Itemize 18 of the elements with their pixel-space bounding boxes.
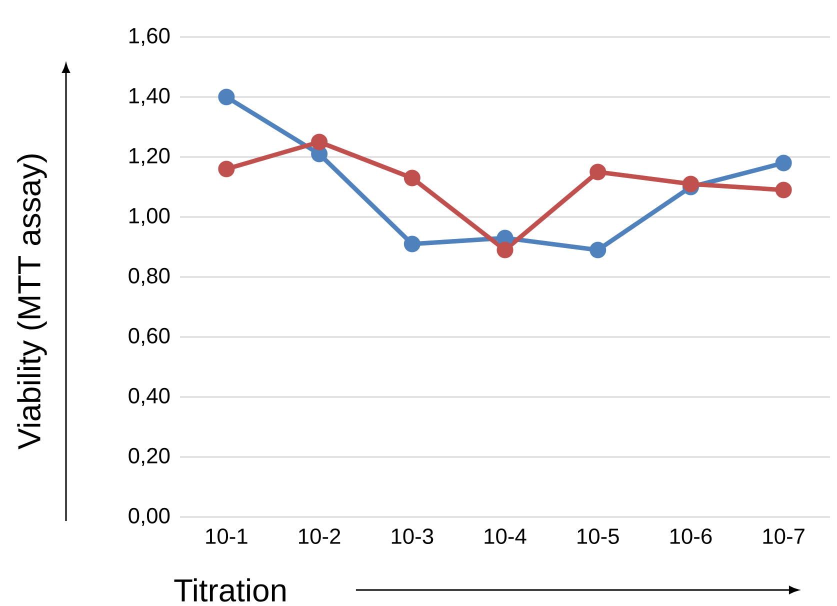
x-tick-label: 10-6 xyxy=(670,528,712,544)
y-tick-label: 1,20 xyxy=(130,148,170,166)
x-tick-label: 10-5 xyxy=(578,528,619,544)
y-tick-label: 0,20 xyxy=(128,448,170,466)
x-tick-label: 10-4 xyxy=(484,528,526,544)
y-tick-label: 0,80 xyxy=(128,268,170,286)
y-tick-label: 1,60 xyxy=(130,28,170,46)
y-axis-title: Viability (MTT assay) xyxy=(17,154,47,450)
y-tick-label: 0,40 xyxy=(128,388,170,406)
x-tick-label: 10-7 xyxy=(763,528,804,544)
x-tick-label: 10-1 xyxy=(206,528,248,544)
y-tick-label: 1,40 xyxy=(130,88,170,106)
x-axis-title: Titration xyxy=(174,578,286,602)
x-tick-label: 10-2 xyxy=(299,528,340,544)
y-tick-label: 0,00 xyxy=(128,508,170,526)
x-tick-label: 10-3 xyxy=(392,528,434,544)
y-tick-label: 1,00 xyxy=(130,208,170,226)
y-tick-label: 0,60 xyxy=(128,328,170,346)
